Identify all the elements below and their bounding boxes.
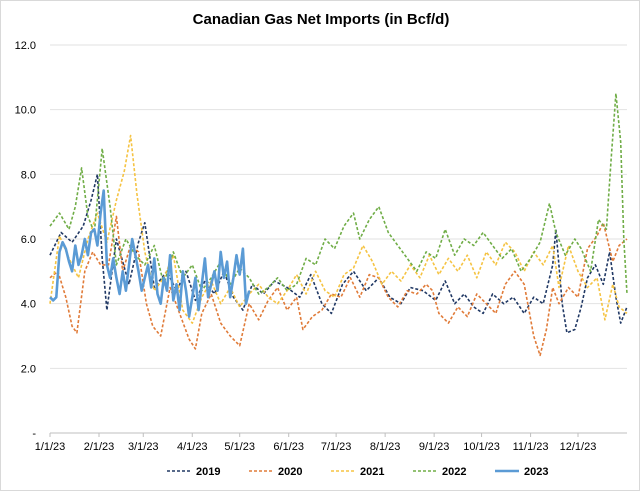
x-tick-label: 9/1/23 bbox=[419, 441, 450, 453]
x-tick-label: 5/1/23 bbox=[224, 441, 255, 453]
x-tick-label: 8/1/23 bbox=[370, 441, 401, 453]
series-line-2019 bbox=[49, 173, 628, 334]
x-axis: 1/1/23 2/1/23 3/1/23 4/1/23 5/1/23 6/1/23 7/1/… bbox=[35, 432, 627, 453]
series-line-2022 bbox=[49, 92, 628, 295]
legend: 2019 2020 2021 2022 2023 bbox=[167, 466, 548, 478]
series-line-2023 bbox=[49, 189, 251, 318]
y-axis: - 2.0 4.0 6.0 8.0 10.0 12.0 bbox=[15, 40, 37, 440]
x-tick-label: 4/1/23 bbox=[177, 441, 208, 453]
y-tick-label: 12.0 bbox=[15, 40, 36, 52]
y-tick-label: 4.0 bbox=[21, 299, 36, 311]
y-tick-label: 2.0 bbox=[21, 363, 36, 375]
chart-title: Canadian Gas Net Imports (in Bcf/d) bbox=[193, 11, 450, 28]
series-lines bbox=[49, 92, 628, 357]
x-tick-label: 12/1/23 bbox=[560, 441, 597, 453]
x-tick-label: 6/1/23 bbox=[273, 441, 304, 453]
x-tick-label: 1/1/23 bbox=[35, 441, 66, 453]
x-tick-label: 10/1/23 bbox=[463, 441, 500, 453]
legend-label-2020: 2020 bbox=[278, 466, 302, 478]
y-tick-label: 6.0 bbox=[21, 234, 36, 246]
y-tick-label: 10.0 bbox=[15, 105, 36, 117]
gridlines bbox=[50, 44, 627, 369]
legend-label-2022: 2022 bbox=[442, 466, 466, 478]
x-tick-label: 11/1/23 bbox=[513, 441, 549, 453]
legend-label-2019: 2019 bbox=[196, 466, 220, 478]
legend-label-2023: 2023 bbox=[524, 466, 548, 478]
y-tick-label: 8.0 bbox=[21, 169, 36, 181]
legend-label-2021: 2021 bbox=[360, 466, 384, 478]
y-tick-label: - bbox=[32, 428, 36, 440]
x-tick-label: 3/1/23 bbox=[128, 441, 159, 453]
series-line-2021 bbox=[49, 134, 628, 324]
x-tick-label: 7/1/23 bbox=[321, 441, 352, 453]
x-tick-label: 2/1/23 bbox=[84, 441, 115, 453]
